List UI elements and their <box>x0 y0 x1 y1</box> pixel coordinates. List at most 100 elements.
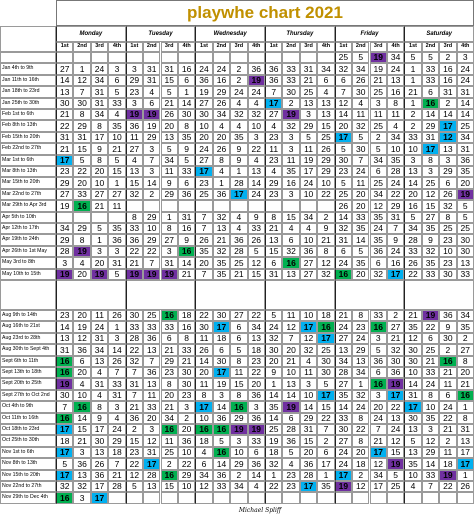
number-cell: 15 <box>73 143 91 155</box>
number-cell: 30 <box>439 268 457 280</box>
empty-cell <box>352 492 370 504</box>
number-cell: 7 <box>352 154 370 166</box>
week-label: Nov 1st to 6th <box>0 446 56 459</box>
number-cell: 15 <box>160 74 178 87</box>
number-cell: 28 <box>334 367 353 379</box>
number-cell: 4 <box>352 97 370 109</box>
number-cell: 1 <box>177 86 196 98</box>
number-cell: 30 <box>282 86 300 98</box>
number-cell: 21 <box>282 355 300 367</box>
number-cell: 21 <box>421 355 440 367</box>
number-cell: 27 <box>299 268 318 280</box>
number-cell: 25 <box>421 177 440 189</box>
number-cell: 8 <box>160 378 178 390</box>
week-label: Oct 25th to 30th <box>0 435 56 447</box>
number-cell: 26 <box>247 234 265 246</box>
number-cell: 32 <box>334 63 353 75</box>
draw-header: 4th <box>177 42 196 52</box>
week-label: Oct 18th to 23rd <box>0 424 56 436</box>
number-cell: 6 <box>282 234 300 246</box>
number-cell: 28 <box>299 469 318 481</box>
number-cell: 4 <box>143 86 161 98</box>
number-cell: 36 <box>143 332 161 345</box>
number-cell: 24 <box>369 412 387 424</box>
number-cell: 24 <box>247 188 265 201</box>
number-cell: 4 <box>282 458 300 470</box>
highlighted-number: 16 <box>439 355 457 367</box>
number-cell: 12 <box>334 97 353 109</box>
number-cell: 4 <box>299 223 318 235</box>
number-cell: 35 <box>212 268 231 280</box>
highlighted-number: 19 <box>160 268 178 280</box>
number-cell: 36 <box>439 310 457 322</box>
number-cell: 18 <box>108 446 126 459</box>
number-cell: 25 <box>265 424 283 436</box>
number-cell: 11 <box>195 332 213 345</box>
week-label: Jan 4th to 9th <box>0 63 56 75</box>
number-cell: 6 <box>177 177 196 189</box>
number-cell: 18 <box>317 310 335 322</box>
number-cell: 7 <box>195 211 213 223</box>
number-cell: 10 <box>108 131 126 144</box>
number-cell: 6 <box>421 86 440 98</box>
number-cell: 11 <box>160 435 178 447</box>
number-cell: 23 <box>334 166 353 178</box>
number-cell: 25 <box>334 188 353 201</box>
week-label: Nov 8th to 13th <box>0 458 56 470</box>
number-cell: 1 <box>456 401 474 413</box>
number-cell: 12 <box>317 257 335 269</box>
number-cell: 2 <box>317 211 335 223</box>
number-cell: 8 <box>177 120 196 132</box>
draw-header: 3rd <box>369 42 387 52</box>
number-cell: 34 <box>212 109 231 121</box>
sheet-title: playwhe chart 2021 <box>56 0 474 26</box>
number-cell: 35 <box>421 412 440 424</box>
number-cell: 32 <box>265 458 283 470</box>
empty-cell <box>177 492 196 504</box>
number-cell: 14 <box>334 401 353 413</box>
draw-header: 3rd <box>230 42 248 52</box>
number-cell: 13 <box>404 446 422 459</box>
week-label: Apr 12th to 17th <box>0 223 56 235</box>
number-cell: 16 <box>177 223 196 235</box>
number-cell: 21 <box>439 367 457 379</box>
number-cell: 16 <box>177 321 196 333</box>
number-cell: 20 <box>195 131 213 144</box>
empty-cell <box>317 52 335 64</box>
empty-cell <box>212 52 231 64</box>
number-cell: 13 <box>334 344 353 356</box>
number-cell: 36 <box>125 234 144 246</box>
number-cell: 22 <box>56 120 74 132</box>
number-cell: 5 <box>125 481 144 493</box>
number-cell: 25 <box>456 120 474 132</box>
number-cell: 22 <box>73 166 91 178</box>
number-cell: 33 <box>143 321 161 333</box>
draw-header: 4th <box>108 42 126 52</box>
draw-header: 1st <box>56 42 74 52</box>
number-cell: 21 <box>212 234 231 246</box>
number-cell: 16 <box>439 63 457 75</box>
number-cell: 32 <box>369 268 387 280</box>
number-cell: 29 <box>125 74 144 87</box>
number-cell: 29 <box>56 177 74 189</box>
number-cell: 20 <box>90 166 109 178</box>
number-cell: 3 <box>247 131 265 144</box>
number-cell: 20 <box>265 355 283 367</box>
number-cell: 32 <box>282 120 300 132</box>
number-cell: 14 <box>73 412 91 424</box>
highlighted-number: 17 <box>56 446 74 459</box>
empty-cell <box>108 492 126 504</box>
number-cell: 21 <box>90 200 109 212</box>
number-cell: 34 <box>299 211 318 223</box>
draw-header: 3rd <box>90 42 109 52</box>
number-cell: 11 <box>90 310 109 322</box>
empty-cell <box>160 492 178 504</box>
empty-cell <box>177 52 196 64</box>
number-cell: 35 <box>456 321 474 333</box>
number-cell: 35 <box>352 257 370 269</box>
number-cell: 4 <box>230 223 248 235</box>
number-cell: 19 <box>73 321 91 333</box>
number-cell: 7 <box>143 154 161 166</box>
number-cell: 28 <box>404 234 422 246</box>
number-cell: 32 <box>125 355 144 367</box>
